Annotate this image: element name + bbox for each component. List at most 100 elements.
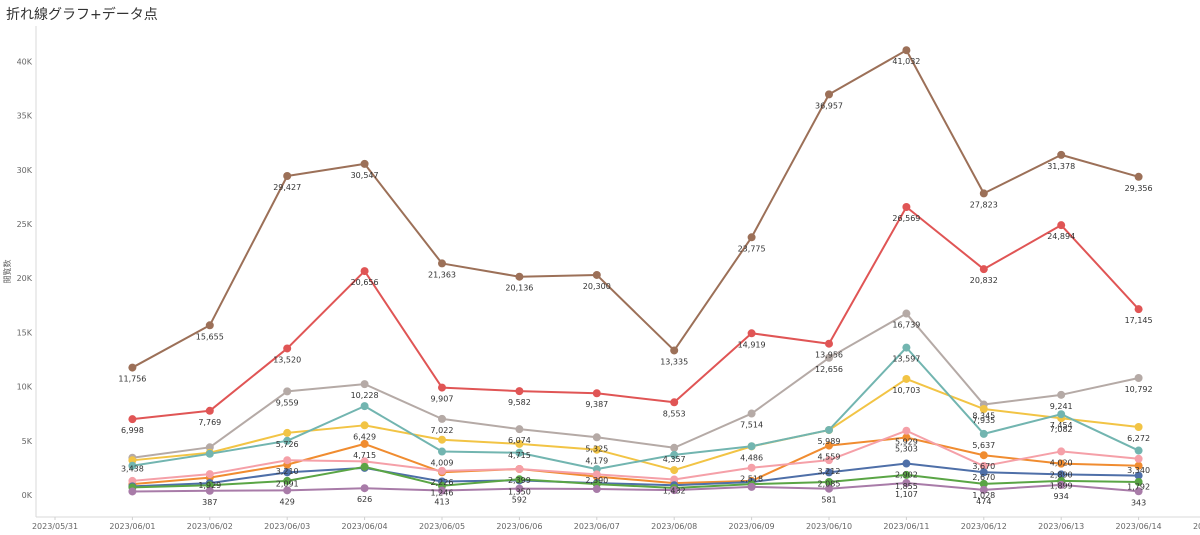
- data-label: 27,823: [970, 200, 998, 209]
- data-label: 3,340: [1127, 466, 1150, 475]
- series-line: [132, 482, 1139, 493]
- data-label: 5,726: [276, 440, 299, 449]
- data-point: [360, 380, 369, 389]
- series-lines: [131, 49, 1140, 493]
- x-tick-label: 2023/06/04: [342, 522, 388, 531]
- data-point: [902, 470, 911, 479]
- series-line: [132, 346, 1140, 471]
- data-point: [670, 398, 679, 407]
- data-point: [360, 484, 369, 493]
- data-points: [128, 46, 1143, 496]
- x-tick-label: 2023/06/03: [264, 522, 310, 531]
- data-point: [979, 479, 988, 488]
- data-point: [747, 329, 756, 338]
- data-point: [979, 265, 988, 274]
- data-point: [825, 468, 833, 477]
- data-point: [979, 462, 988, 471]
- data-label: 4,357: [663, 455, 686, 464]
- data-point: [979, 485, 988, 494]
- data-label: 343: [1131, 498, 1146, 507]
- data-label: 13,597: [892, 355, 920, 364]
- data-point: [1057, 390, 1066, 399]
- data-label: 4,020: [1050, 458, 1073, 467]
- data-label: 24,894: [1047, 232, 1075, 241]
- data-point: [670, 346, 679, 355]
- data-point: [902, 343, 911, 352]
- data-point: [1057, 470, 1066, 479]
- data-point: [1057, 447, 1066, 456]
- data-label: 26,569: [892, 214, 920, 223]
- data-label: 13,956: [815, 351, 843, 360]
- data-label: 2,091: [276, 479, 299, 488]
- data-point: [283, 428, 292, 437]
- data-label: 5,637: [972, 441, 995, 450]
- data-label: 4,009: [431, 459, 454, 468]
- data-point: [1134, 172, 1143, 181]
- data-label: 429: [280, 497, 295, 506]
- data-point: [902, 426, 911, 435]
- data-label: 7,935: [972, 416, 995, 425]
- data-label: 9,241: [1050, 402, 1073, 411]
- data-label: 11,756: [118, 375, 146, 384]
- data-label: 2,390: [585, 476, 608, 485]
- data-point: [205, 481, 214, 490]
- data-point: [979, 451, 988, 460]
- data-point: [825, 339, 833, 348]
- data-point: [438, 486, 446, 495]
- data-label: 6,429: [353, 432, 376, 441]
- data-label: 21,363: [428, 270, 456, 279]
- data-point: [825, 425, 833, 434]
- data-label: 387: [202, 498, 217, 507]
- data-point: [592, 433, 601, 442]
- x-tick-label: 2023/06/11: [883, 522, 929, 531]
- data-point: [825, 353, 833, 362]
- y-tick-label: 30K: [17, 166, 33, 175]
- data-point: [902, 479, 911, 488]
- data-label: 20,136: [505, 284, 533, 293]
- data-label: 2,226: [431, 478, 454, 487]
- data-label: 10,703: [892, 386, 920, 395]
- data-label: 4,179: [585, 457, 608, 466]
- series-line: [131, 49, 1139, 369]
- data-point: [205, 470, 214, 479]
- data-point: [360, 267, 369, 276]
- data-point: [515, 484, 524, 493]
- data-label: 8,553: [663, 409, 686, 418]
- data-point: [902, 459, 911, 468]
- data-point: [902, 374, 911, 383]
- data-point: [747, 463, 756, 472]
- data-point: [592, 445, 601, 454]
- series-line: [132, 462, 1139, 488]
- data-point: [1057, 150, 1066, 159]
- data-point: [283, 456, 292, 465]
- data-point: [902, 46, 911, 55]
- data-point: [1134, 471, 1143, 480]
- x-tick-label: 2023/06/13: [1038, 522, 1084, 531]
- data-point: [205, 321, 214, 330]
- data-label: 29,356: [1125, 184, 1153, 193]
- data-label: 10,228: [351, 391, 379, 400]
- data-label: 1,929: [198, 481, 221, 490]
- data-point: [592, 270, 601, 279]
- data-label: 1,246: [431, 488, 454, 497]
- data-point: [283, 436, 292, 445]
- data-label: 12,656: [815, 365, 843, 374]
- x-tick-label: 2023/06/01: [109, 522, 155, 531]
- data-point: [438, 383, 446, 392]
- data-label: 10,792: [1125, 385, 1153, 394]
- data-point: [670, 475, 679, 484]
- x-tick-label: 2023/06/08: [651, 522, 697, 531]
- x-tick-label: 2023/06/12: [961, 522, 1007, 531]
- data-label: 1,855: [895, 482, 918, 491]
- data-point: [283, 344, 292, 353]
- data-point: [283, 172, 292, 181]
- data-label: 29,427: [273, 183, 301, 192]
- data-point: [979, 429, 988, 438]
- data-point: [825, 456, 833, 465]
- data-point: [515, 475, 524, 484]
- data-label: 13,335: [660, 357, 688, 366]
- data-point: [205, 406, 214, 415]
- data-label: 2,902: [895, 471, 918, 480]
- data-point: [825, 441, 833, 450]
